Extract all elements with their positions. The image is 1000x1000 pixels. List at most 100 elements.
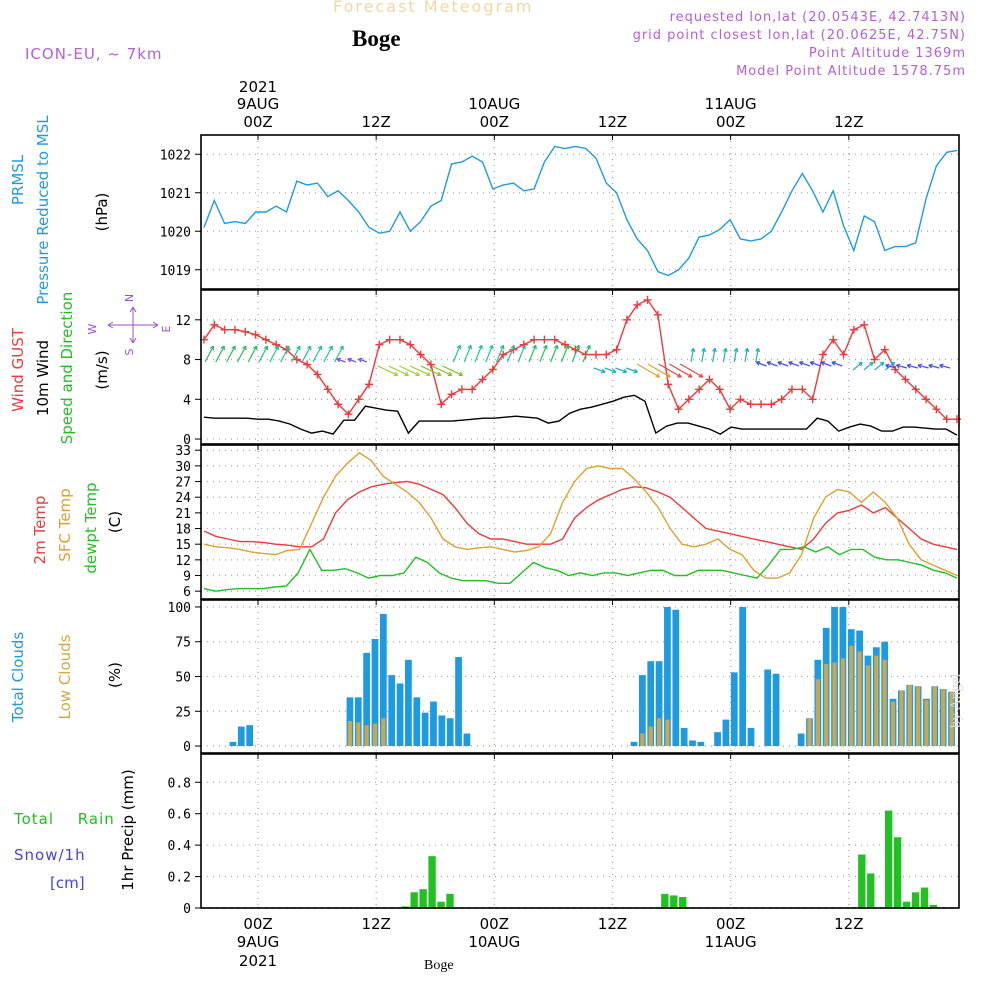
cloud-bar-total [405, 659, 412, 747]
cloud-bar-total [689, 740, 696, 747]
wind-arrow-head [928, 363, 933, 369]
time-tick-bottom: 00Z [243, 915, 272, 933]
time-tick-top: 00Z [716, 113, 745, 131]
rain-bar [446, 893, 454, 908]
wind-arrow-head [347, 357, 352, 363]
wind-arrow-head [611, 368, 617, 374]
cloud-bar-total [664, 606, 671, 747]
cloud-bar-total [747, 727, 755, 747]
ytick-label-temperature: 30 [175, 460, 191, 475]
wind-arrow [399, 365, 420, 376]
gust-marker [426, 360, 435, 369]
gust-marker [292, 355, 301, 364]
time-tick-top: 12Z [361, 113, 390, 131]
wind-arrow [215, 345, 225, 363]
cloud-bar-total [246, 725, 254, 747]
cloud-bar-total [430, 701, 437, 747]
wind-arrow-head [868, 361, 874, 367]
cloud-bar-low [356, 722, 361, 747]
wind-arrow-head [820, 361, 826, 366]
wind-arrow [744, 348, 749, 363]
cloud-bar-total [463, 733, 471, 747]
cloud-bar-low [882, 659, 887, 747]
wind-arrow [226, 345, 236, 363]
wind-arrow-head [553, 344, 559, 350]
wind-arrow-head [328, 345, 333, 351]
rain-bar [437, 901, 445, 908]
time-tick-top: 00Z [480, 113, 509, 131]
wind-arrow-head [564, 344, 570, 350]
label-layer: 1019102010211022048126912151821242730330… [9, 78, 864, 970]
gust-marker [839, 350, 848, 359]
cloud-bar-low [832, 662, 837, 747]
wind-arrow [420, 365, 442, 376]
wind-arrow [258, 345, 268, 363]
wind-arrow-head [687, 373, 693, 378]
cloud-bar-low [364, 725, 369, 747]
wind-arrow-head [209, 345, 215, 351]
ytick-label-temperature: 18 [175, 523, 191, 538]
cloud-bar-low [874, 655, 879, 747]
gust-marker [767, 400, 776, 409]
gust-marker [416, 350, 425, 359]
wind-arrow [550, 345, 558, 363]
gust-marker [777, 395, 786, 404]
gust-marker [674, 405, 683, 414]
label-sfc-temp: SFC Temp [56, 488, 74, 561]
date-label-bottom: 10AUG [468, 933, 520, 951]
gust-marker [911, 385, 920, 394]
wind-arrow [831, 361, 843, 367]
compass-west: W [86, 323, 99, 334]
gust-marker [395, 335, 404, 344]
date-label-bottom: 11AUG [705, 933, 757, 951]
gust-marker [571, 345, 580, 354]
wind-arrow [409, 365, 431, 376]
wind-arrow-head [712, 347, 717, 353]
gust-marker [220, 325, 229, 334]
gust-marker [602, 350, 611, 359]
compass-east: E [160, 325, 173, 332]
wind-arrow [496, 345, 504, 363]
time-tick-bottom: 12Z [834, 915, 863, 933]
wind-arrow [647, 363, 671, 378]
wind-arrow-head [677, 373, 682, 378]
wind-arrow [907, 364, 918, 369]
label-low-clouds: Low Clouds [56, 634, 74, 719]
ytick-label-wind: 8 [183, 354, 191, 369]
wind-arrow [756, 361, 767, 367]
wind-arrow [766, 361, 778, 367]
wind-arrow [712, 348, 716, 363]
wind-arrow [755, 348, 759, 363]
wind-arrow-head [510, 344, 516, 350]
label-2m-temp: 2m Temp [31, 496, 49, 565]
wind-arrow [528, 345, 537, 363]
ytick-label-wind: 0 [183, 433, 191, 448]
cloud-bar-low [372, 723, 378, 747]
wind-arrow [863, 361, 874, 371]
rain-bar [419, 889, 427, 908]
wind-arrow [358, 358, 368, 363]
wind-arrow [777, 361, 789, 367]
date-label-bottom: 9AUG [237, 933, 279, 951]
ytick-label-clouds: 25 [175, 705, 191, 720]
cloud-bar-total [714, 732, 721, 747]
gust-marker [230, 325, 239, 334]
ytick-label-clouds: 0 [183, 740, 191, 755]
wind-arrow-head [339, 345, 344, 351]
wind-arrow [312, 345, 322, 363]
wind-arrow-head [601, 368, 606, 374]
wind-arrow-head [809, 361, 815, 366]
wind-arrow [658, 363, 682, 378]
rain-bar [884, 810, 893, 908]
wind-arrow-head [666, 373, 671, 378]
gust-marker [932, 405, 941, 414]
rain-bar [670, 895, 678, 908]
wind-arrow [820, 361, 832, 367]
ytick-label-pressure: 1021 [160, 187, 191, 202]
compass-south: S [123, 348, 136, 355]
rain-bar [661, 893, 669, 908]
cloud-bar-low [890, 701, 896, 747]
gust-marker [643, 295, 652, 304]
wind-arrow [722, 348, 727, 363]
gust-marker [829, 335, 838, 344]
